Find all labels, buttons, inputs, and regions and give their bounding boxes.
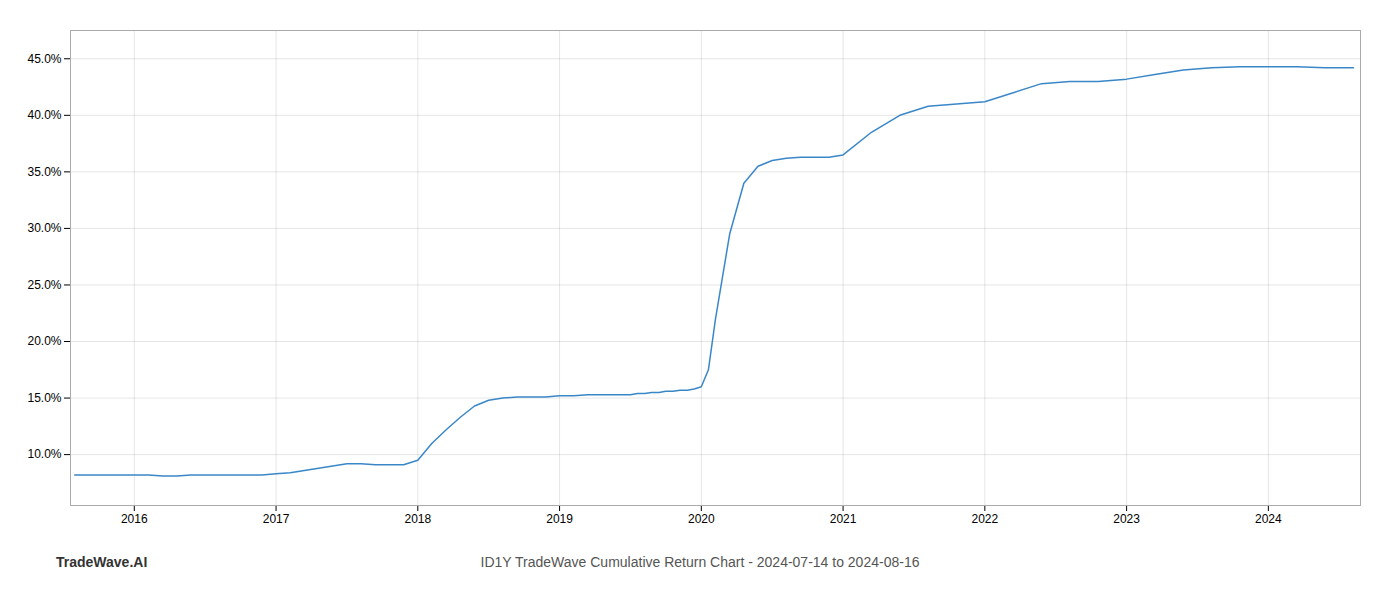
svg-text:35.0%: 35.0% bbox=[27, 165, 61, 179]
html-text:ID1Y TradeWave Cumulative Retu: ID1Y TradeWave Cumulative Return Chart -… bbox=[480, 554, 920, 570]
svg-text:25.0%: 25.0% bbox=[27, 278, 61, 292]
svg-text:2022: 2022 bbox=[971, 512, 998, 526]
html-text:TradeWave.AI: TradeWave.AI bbox=[56, 554, 148, 570]
svg-text:2019: 2019 bbox=[546, 512, 573, 526]
svg-text:30.0%: 30.0% bbox=[27, 221, 61, 235]
svg-text:2016: 2016 bbox=[121, 512, 148, 526]
svg-text:20.0%: 20.0% bbox=[27, 334, 61, 348]
svg-text:40.0%: 40.0% bbox=[27, 108, 61, 122]
svg-text:10.0%: 10.0% bbox=[27, 447, 61, 461]
svg-text:2023: 2023 bbox=[1113, 512, 1140, 526]
svg-text:45.0%: 45.0% bbox=[27, 52, 61, 66]
svg-text:2021: 2021 bbox=[830, 512, 857, 526]
svg-text:2017: 2017 bbox=[263, 512, 290, 526]
svg-text:2018: 2018 bbox=[404, 512, 431, 526]
svg-text:2024: 2024 bbox=[1255, 512, 1282, 526]
svg-text:15.0%: 15.0% bbox=[27, 391, 61, 405]
svg-text:2020: 2020 bbox=[688, 512, 715, 526]
